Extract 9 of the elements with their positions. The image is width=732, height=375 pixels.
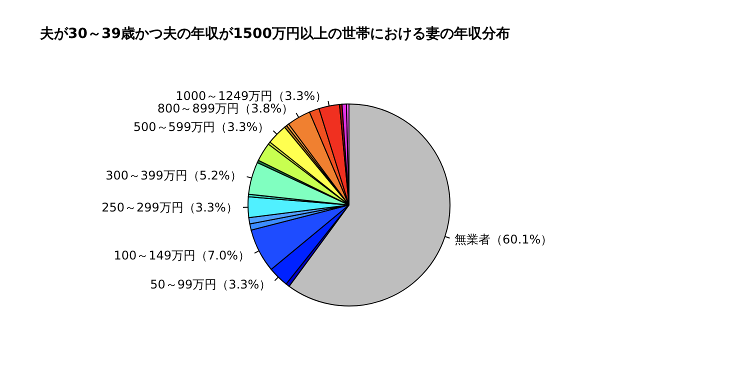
slice-label: 50～99万円（3.3%） (150, 277, 272, 292)
chart-title: 夫が30～39歳かつ夫の年収が1500万円以上の世帯における妻の年収分布 (39, 26, 510, 42)
slice-label: 250～299万円（3.3%） (102, 200, 238, 214)
slice-label: 800～899万円（3.8%） (157, 102, 294, 116)
slice-label: 無業者（60.1%） (454, 232, 553, 247)
slice-label: 300～399万円（5.2%） (106, 168, 242, 182)
slice-label: 100～149万円（7.0%） (114, 248, 250, 262)
slice-label: 500～599万円（3.3%） (133, 120, 270, 134)
slice-label: 1000～1249万円（3.3%） (176, 89, 328, 104)
